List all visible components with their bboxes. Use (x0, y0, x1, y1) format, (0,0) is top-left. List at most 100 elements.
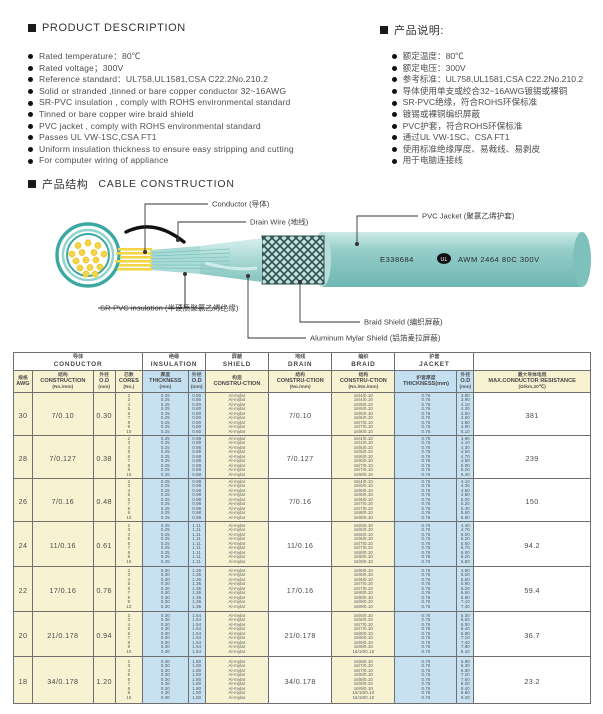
description-bullet-cn-item: 额定温度：80℃ (391, 51, 588, 63)
cell-drain-wire: 34/0.178 (268, 656, 333, 704)
cell-drain-wire: 17/0.16 (268, 566, 333, 612)
bullet-dot-icon (28, 65, 33, 71)
description-bullet-list-en: Rated temperature：80℃ Rated voltage；300V R… (28, 51, 374, 167)
heading-text-en: PRODUCT DESCRIPTION (42, 22, 186, 34)
table-body: 30 7/0.10 0.30 2 3 4 5 6 7 8 9 10 0.25 0.25 0.25 0.25 0.… (13, 392, 591, 704)
table-subheader-3: 芯数 CORES (No.) (114, 370, 144, 393)
cell-resistance: 23.2 (473, 656, 591, 704)
cell-conductor-od: 0.94 (92, 611, 116, 657)
cell-jacket-thickness: 0.76 0.76 0.76 0.76 0.76 0.76 0.76 0.76 0.76 (394, 566, 458, 612)
bullet-dot-icon (391, 112, 397, 118)
cable-specification-table: 导体 CONDUCTOR 绝缘 INSULATION 屏蔽 SHIELD 地线 DRAIN 编织… (12, 352, 591, 704)
cell-insulation-od: 0.80 0.80 0.80 0.80 0.80 0.80 0.80 0.80 0.80 (187, 392, 206, 436)
cell-shield-construction: Al-mylar Al-mylar Al-mylar Al-mylar Al-mylar… (204, 435, 270, 479)
cell-conductor-od: 1.20 (92, 656, 116, 704)
description-bullet-cn-item: 通过UL VW-1SC、CSA FT1 (391, 132, 588, 144)
cc-heading-cn: 产品结构 (42, 179, 89, 191)
description-bullet-cn-text: 额定电压：300V (402, 62, 466, 73)
cell-shield-construction: Al-mylar Al-mylar Al-mylar Al-mylar Al-mylar… (204, 566, 270, 612)
cell-jacket-thickness: 0.76 0.76 0.76 0.76 0.76 0.76 0.76 0.76 0.76 (394, 392, 458, 436)
description-bullet-cn-item: 镀锡或裸铜编织屏蔽 (391, 109, 588, 121)
cell-jacket-od: 3.90 4.10 4.30 4.50 4.70 4.90 5.00 5.20 5.40 (456, 435, 475, 479)
cable-cross-section-icon (55, 222, 121, 288)
cell-jacket-od: 4.10 4.30 4.60 4.80 5.00 5.20 5.40 5.60 5.80 (456, 478, 475, 522)
cell-awg: 18 (13, 656, 33, 704)
description-bullet-cn-text: PVC护套，符合ROHS环保标准 (402, 120, 523, 131)
cell-resistance: 239 (473, 435, 591, 479)
bullet-square-icon (380, 26, 388, 34)
cell-shield-construction: Al-mylar Al-mylar Al-mylar Al-mylar Al-mylar… (204, 656, 270, 704)
cell-insulation-od: 1.54 1.54 1.54 1.54 1.54 1.54 1.54 1.54 1.54 (187, 611, 206, 657)
bullet-dot-icon (28, 100, 33, 106)
cell-insulation-thickness: 0.30 0.30 0.30 0.30 0.30 0.30 0.30 0.30 0.30 (142, 611, 189, 657)
cell-conductor-construction: 7/0.127 (31, 435, 94, 479)
cell-shield-construction: Al-mylar Al-mylar Al-mylar Al-mylar Al-mylar… (204, 392, 270, 436)
table-subheader-2: 外径 O.D (mm) (92, 370, 116, 393)
table-group-header-row: 导体 CONDUCTOR 绝缘 INSULATION 屏蔽 SHIELD 地线 DRAIN 编织… (12, 352, 591, 371)
table-group-header-braid: 编织 BRAID (331, 352, 396, 371)
callout-aluminum-mylar: Aluminum Mylar Shield (铝箔麦拉屏蔽) (310, 333, 441, 343)
cell-conductor-od: 0.38 (92, 435, 116, 479)
description-bullet-en-text: SR-PVC insulation , comply with ROHS env… (39, 97, 291, 108)
cell-braid-construction: 16/4/0.10 16/4/0.10 16/5/0.10 16/5/0.10 16/6… (331, 435, 396, 479)
cell-jacket-thickness: 0.76 0.76 0.76 0.76 0.76 0.76 0.76 0.76 0.76 (394, 435, 458, 479)
description-bullet-en-text: Tinned or bare copper wire braid shield (39, 108, 194, 119)
description-bullet-en-text: Rated voltage；300V (39, 62, 124, 73)
cell-drain-wire: 21/0.178 (268, 611, 333, 657)
cell-jacket-thickness: 0.76 0.76 0.76 0.76 0.76 0.76 0.76 0.76 0.76 (394, 478, 458, 522)
table-subheader-6: 构造 CONSTRU-CTION (204, 370, 270, 393)
description-bullet-cn-item: 使用标准绝缘厚度、易裁线、易剥皮 (391, 144, 588, 156)
cell-braid-construction: 16/6/0.10 16/6/0.10 16/7/0.10 16/7/0.10 16/8… (331, 611, 396, 657)
bullet-dot-icon (391, 54, 397, 60)
table-subheader-8: 结构 CONSTRU-CTION (No./No./mm) (331, 370, 396, 393)
cell-awg: 20 (13, 611, 33, 657)
cell-cores: 2 3 4 5 6 7 8 9 10 (114, 478, 144, 522)
table-subheader-row: 规格 AWG 结构 CONSTRUCTION (No./mm) 外径 O.D (mm) 芯数 CO… (13, 370, 591, 393)
description-bullet-cn-item: 导体使用单支或绞合32~16AWG镀锡或裸铜 (391, 85, 588, 98)
description-bullet-cn-text: 参考标准：UL758,UL1581,CSA C22.2No.210.2 (402, 74, 584, 85)
cell-conductor-od: 0.30 (92, 392, 116, 436)
cell-jacket-thickness: 0.76 0.76 0.76 0.76 0.76 0.76 0.76 0.76 0.76 (394, 521, 458, 567)
description-bullet-list-cn: 额定温度：80℃ 额定电压：300V 参考标准：UL758,UL1581,CSA C… (391, 51, 588, 167)
bullet-dot-icon (28, 54, 33, 60)
table-subheader-9: 护套厚度 THICKNESS(mm) (394, 370, 458, 393)
description-bullet-cn-item: 额定电压：300V (391, 62, 588, 75)
cell-shield-construction: Al-mylar Al-mylar Al-mylar Al-mylar Al-mylar… (204, 611, 270, 657)
cell-resistance: 150 (473, 478, 591, 522)
cell-braid-construction: 16/4/0.10 16/4/0.10 16/5/0.10 16/5/0.10 16/6… (331, 392, 396, 436)
description-bullet-en-text: Rated temperature：80℃ (39, 51, 141, 61)
table-row: 20 21/0.178 0.94 2 3 4 5 6 7 8 9 10 0.30 0.30 0.30 0.30… (13, 611, 591, 657)
cell-cores: 2 3 4 5 6 7 8 9 10 (114, 566, 144, 612)
description-bullet-en-item: Rated temperature：80℃ (28, 51, 374, 63)
cable-construction-heading: 产品结构 CABLE CONSTRUCTION (28, 176, 235, 192)
cell-drain-wire: 11/0.16 (268, 521, 333, 567)
bullet-dot-icon (391, 146, 397, 152)
table-group-header-shield: 屏蔽 SHIELD (204, 352, 270, 371)
cell-drain-wire: 7/0.10 (268, 392, 333, 436)
bullet-square-icon (28, 180, 36, 188)
cell-cores: 2 3 4 5 6 7 8 9 10 (114, 392, 144, 436)
cell-conductor-od: 0.61 (92, 521, 116, 567)
description-bullet-en-text: Solid or stranded ,tinned or bare copper… (39, 85, 287, 96)
table-group-header-jacket: 护套 JACKET (394, 352, 475, 371)
description-bullet-cn-text: 导体使用单支或绞合32~16AWG镀锡或裸铜 (402, 85, 568, 96)
cable-construction-diagram: E338684 UL AWM 2464 80C 300V Conductor (… (0, 190, 603, 348)
description-bullet-en-text: For computer wiring of appliance (39, 155, 169, 166)
table-row: 26 7/0.16 0.48 2 3 4 5 6 7 8 9 10 0.25 0.25 0.25 0.25 0.… (13, 478, 591, 522)
cell-jacket-thickness: 0.76 0.76 0.76 0.76 0.76 0.76 0.76 0.76 0.76 (394, 611, 458, 657)
bullet-dot-icon (28, 146, 33, 152)
jacket-file-number: E338684 (380, 255, 414, 264)
description-bullet-cn-text: SR-PVC绝缘，符合ROHS环保标准 (402, 97, 538, 108)
cell-awg: 24 (13, 521, 33, 567)
cell-conductor-construction: 7/0.10 (31, 392, 94, 436)
description-bullet-en-item: SR-PVC insulation , comply with ROHS env… (28, 97, 374, 109)
cell-conductor-construction: 11/0.16 (31, 521, 94, 567)
description-bullet-cn-item: 参考标准：UL758,UL1581,CSA C22.2No.210.2 (391, 74, 588, 86)
description-bullet-cn-text: 额定温度：80℃ (402, 51, 464, 61)
cell-braid-construction: 16/6/0.10 16/7/0.10 16/7/0.10 16/8/0.10 16/8… (331, 656, 396, 704)
cell-cores: 2 3 4 5 6 7 8 9 10 (114, 435, 144, 479)
product-description-heading-en: PRODUCT DESCRIPTION (28, 22, 380, 34)
cc-heading-en: CABLE CONSTRUCTION (98, 178, 235, 190)
table-subheader-5: 外径 O.D (mm) (187, 370, 206, 393)
cell-cores: 2 3 4 5 6 7 8 9 10 (114, 611, 144, 657)
